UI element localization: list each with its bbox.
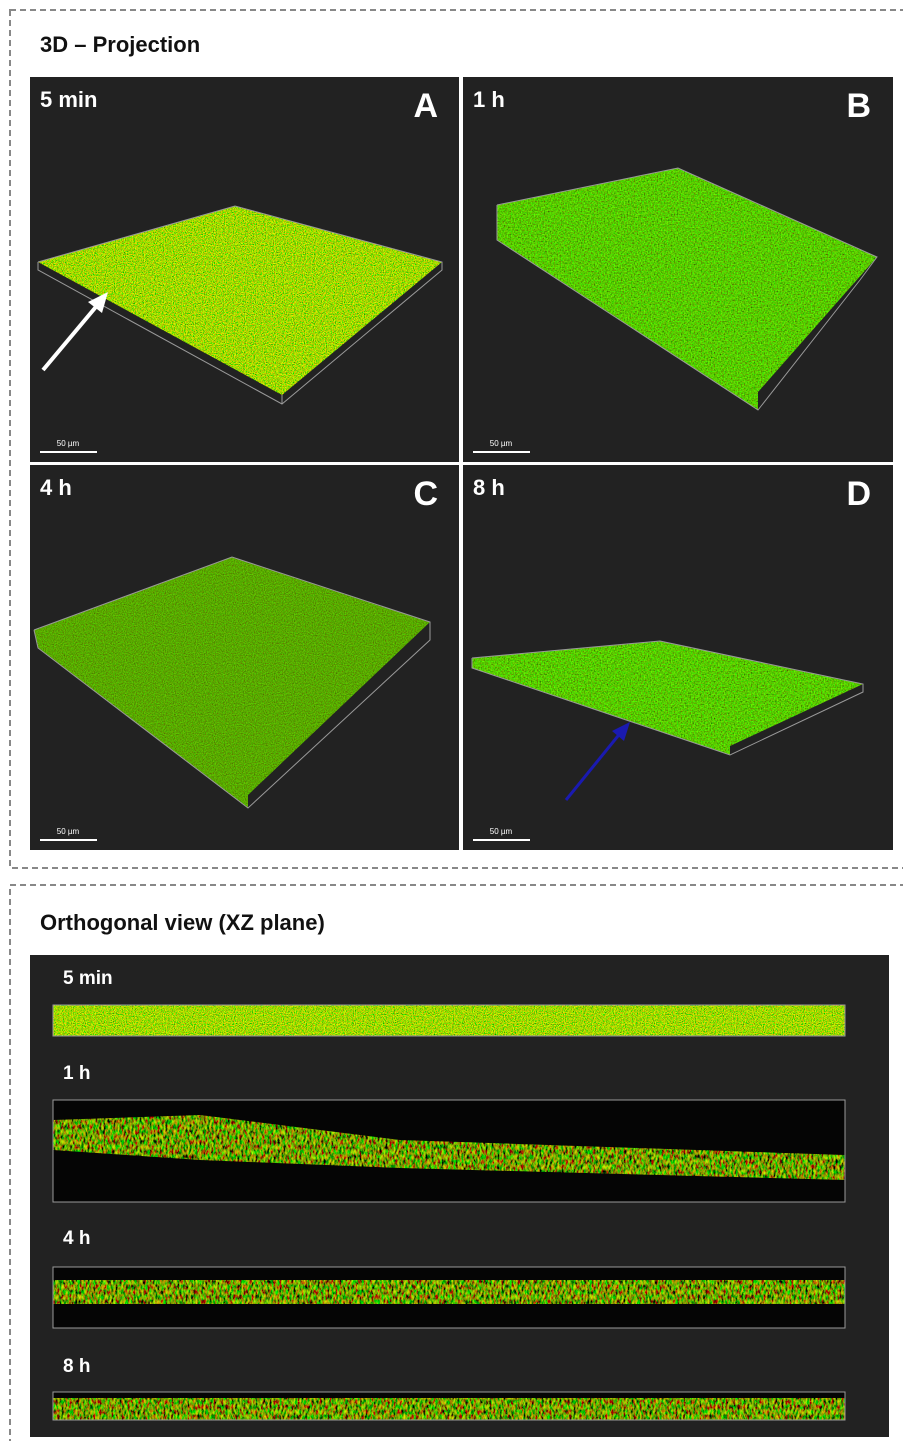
- time-label: 4 h: [63, 1228, 90, 1249]
- panel-letter: B: [846, 87, 871, 125]
- panel-c: [30, 465, 459, 850]
- time-label: 8 h: [473, 475, 505, 500]
- strip: [53, 1100, 845, 1202]
- strip: [53, 1267, 845, 1328]
- panel-letter: A: [413, 87, 438, 125]
- section-title: 3D – Projection: [40, 32, 200, 57]
- time-label: 1 h: [473, 87, 505, 112]
- time-label: 8 h: [63, 1356, 90, 1377]
- figure: 3D – Projection 5 min A 50 µm 1 h B 50 µm 4 h C…: [0, 0, 903, 1441]
- panel-letter: C: [413, 475, 438, 513]
- panel-d: [463, 465, 893, 850]
- section-title: Orthogonal view (XZ plane): [40, 910, 325, 935]
- scale-label: 50 µm: [490, 827, 513, 836]
- scale-label: 50 µm: [57, 827, 80, 836]
- strip: [53, 1005, 845, 1036]
- scale-label: 50 µm: [490, 439, 513, 448]
- time-label: 1 h: [63, 1063, 90, 1084]
- panel-a: [30, 77, 459, 462]
- panel-letter: D: [846, 475, 871, 513]
- strip: [53, 1392, 845, 1420]
- time-label: 4 h: [40, 475, 72, 500]
- time-label: 5 min: [40, 87, 97, 112]
- time-label: 5 min: [63, 968, 113, 989]
- panel-b: [463, 77, 893, 462]
- scale-label: 50 µm: [57, 439, 80, 448]
